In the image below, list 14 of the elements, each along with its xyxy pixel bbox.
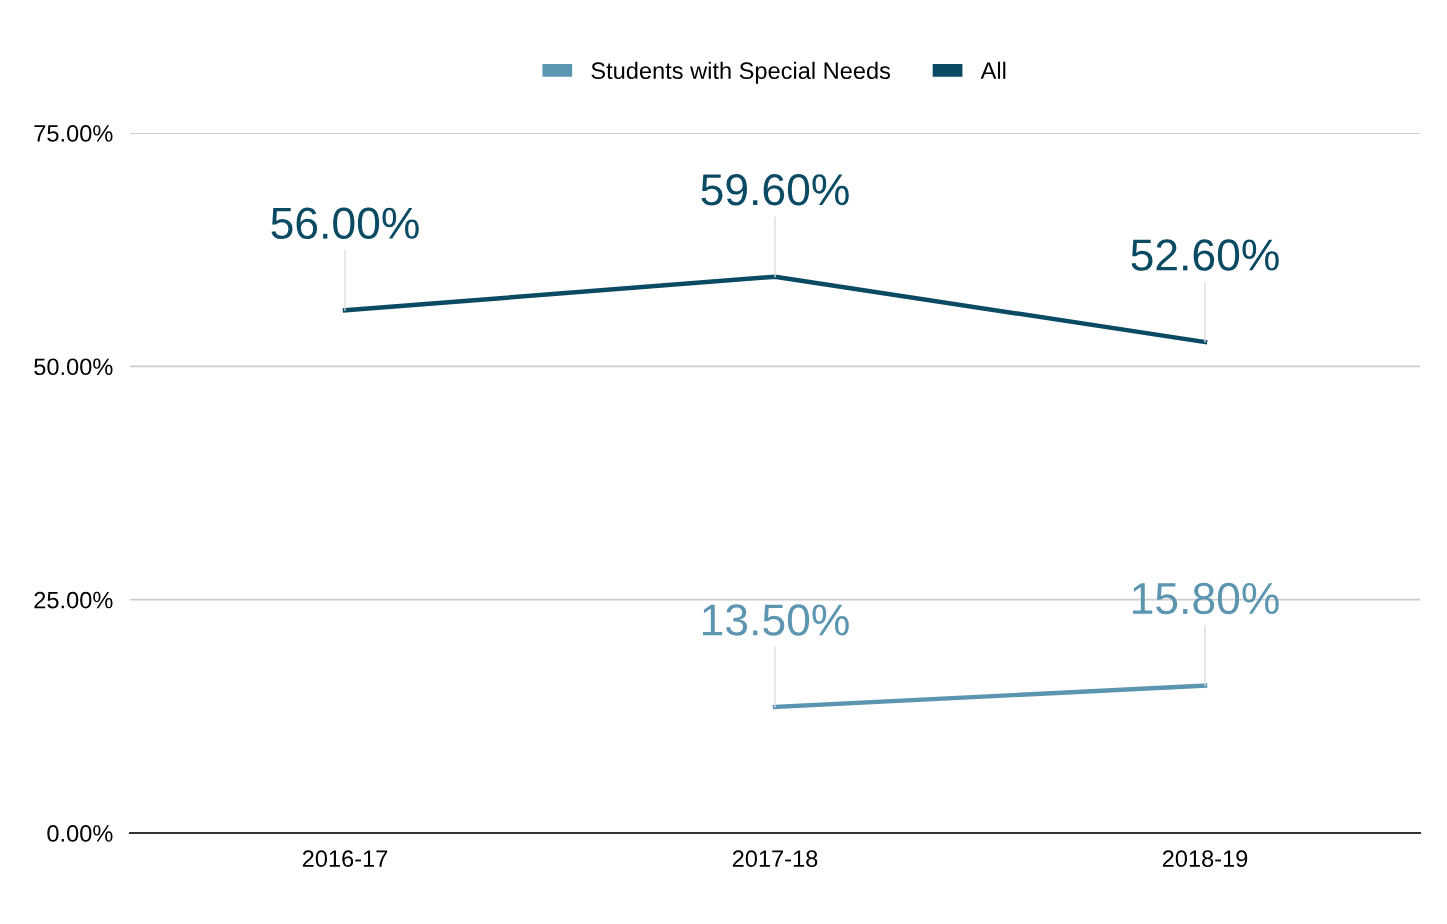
x-tick-label: 2018-19 xyxy=(1162,850,1248,868)
data-label: 15.80% xyxy=(1133,582,1279,615)
y-tick-label: 25.00% xyxy=(34,591,113,609)
x-tick-label: 2017-18 xyxy=(732,850,818,868)
data-label: 13.50% xyxy=(703,604,849,636)
legend-label: Students with Special Needs xyxy=(591,61,891,84)
data-label: 52.60% xyxy=(1131,239,1279,271)
data-label: 56.00% xyxy=(271,207,419,240)
y-tick-label: 75.00% xyxy=(34,125,113,142)
legend-label: All xyxy=(980,61,1006,79)
x-tick-label: 2016-17 xyxy=(302,850,388,868)
y-tick-label: 0.00% xyxy=(47,825,113,842)
y-tick-label: 50.00% xyxy=(34,358,113,376)
data-label: 59.60% xyxy=(701,173,849,206)
